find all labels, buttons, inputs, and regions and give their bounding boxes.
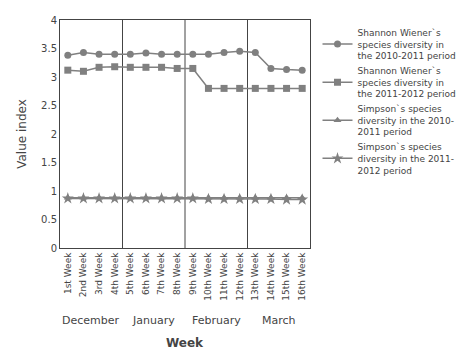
svg-text:16th Week: 16th Week [297,252,307,301]
svg-text:March: March [262,314,296,327]
svg-text:Simpson`s speciesdiversity in: Simpson`s speciesdiversity in the 2010-2… [358,104,455,137]
svg-text:Shannon Wiener`sspecies divers: Shannon Wiener`sspecies diversity inthe … [358,66,456,99]
svg-text:January: January [132,314,175,327]
svg-text:3rd Week: 3rd Week [94,252,104,295]
svg-text:3: 3 [51,72,57,83]
svg-text:10th Week: 10th Week [203,252,213,301]
svg-text:12th Week: 12th Week [235,252,245,301]
svg-text:Simpson`s speciesdiversity in: Simpson`s speciesdiversity in the 2011-2… [358,142,455,175]
svg-text:13th Week: 13th Week [250,252,260,301]
svg-text:15th Week: 15th Week [281,252,291,301]
svg-text:4: 4 [51,15,57,26]
svg-text:1st Week: 1st Week [63,252,73,294]
svg-text:7th Week: 7th Week [156,252,166,295]
svg-text:0: 0 [51,243,57,254]
svg-text:December: December [62,314,120,327]
svg-text:5th Week: 5th Week [125,252,135,295]
svg-text:8th Week: 8th Week [172,252,182,295]
svg-text:2.5: 2.5 [41,100,57,111]
svg-text:1.5: 1.5 [41,157,57,168]
svg-text:Week: Week [166,336,204,350]
svg-text:14th Week: 14th Week [266,252,276,301]
svg-text:4th Week: 4th Week [110,252,120,295]
svg-text:11th Week: 11th Week [219,252,229,301]
svg-text:2: 2 [51,129,57,140]
svg-text:Shannon Wiener`sspecies divers: Shannon Wiener`sspecies diversity inthe … [358,28,456,61]
svg-text:0.5: 0.5 [41,214,57,225]
svg-text:Value index: Value index [15,99,29,169]
svg-text:2nd Week: 2nd Week [78,252,88,297]
svg-text:6th Week: 6th Week [141,252,151,295]
svg-text:1: 1 [51,186,57,197]
svg-text:3.5: 3.5 [41,43,57,54]
svg-text:9th Week: 9th Week [188,252,198,295]
svg-text:February: February [192,314,241,327]
